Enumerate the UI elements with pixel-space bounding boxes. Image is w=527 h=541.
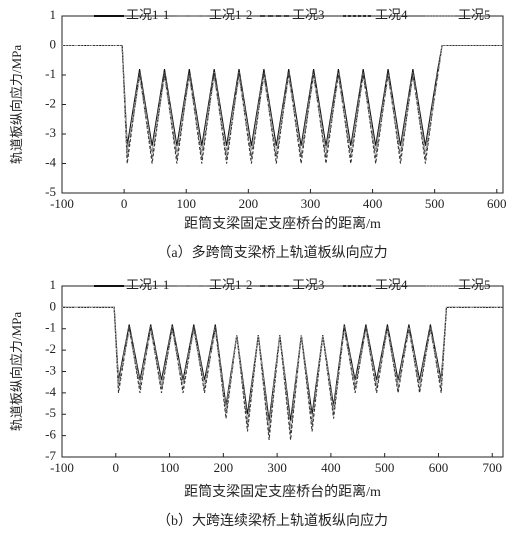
series-line (62, 44, 503, 152)
y-tick-label: -2 (45, 341, 56, 356)
legend-label: 工况1-2 (209, 7, 252, 22)
x-tick-label: 600 (429, 460, 449, 475)
x-tick-label: 500 (375, 460, 395, 475)
y-tick-label: -4 (45, 154, 56, 169)
caption: （b）大跨连续梁桥上轨道板纵向应力 (157, 512, 388, 529)
x-tick-label: 400 (321, 460, 341, 475)
y-tick-label: -5 (45, 184, 56, 199)
y-tick-label: -5 (45, 405, 56, 420)
series-line (62, 306, 503, 440)
x-tick-label: 0 (121, 196, 128, 211)
y-tick-label: -6 (45, 427, 56, 442)
y-tick-label: 0 (50, 36, 57, 51)
plot-frame (61, 285, 504, 458)
y-tick-label: 1 (50, 7, 57, 22)
legend-label: 工况1-1 (126, 277, 169, 292)
x-tick-label: 600 (487, 196, 507, 211)
series-line (62, 306, 503, 434)
y-tick-label: -2 (45, 95, 56, 110)
y-tick-label: -3 (45, 362, 56, 377)
y-axis-label: 轨道板纵向应力/MPa (9, 312, 24, 431)
legend-label: 工况5 (458, 277, 491, 292)
series-group (62, 44, 503, 164)
legend-label: 工况3 (292, 7, 325, 22)
x-tick-label: 300 (301, 196, 321, 211)
x-tick-label: 100 (176, 196, 196, 211)
x-axis-label: 距筒支梁固定支座桥台的距离/m (184, 215, 381, 232)
series-line (62, 44, 503, 155)
y-tick-label: -3 (45, 125, 56, 140)
legend-label: 工况5 (458, 7, 491, 22)
series-group (62, 306, 503, 440)
x-axis-label: 距筒支梁固定支座桥台的距离/m (184, 483, 381, 500)
x-tick-label: 400 (363, 196, 383, 211)
series-line (62, 44, 503, 146)
x-tick-label: 200 (214, 460, 234, 475)
x-tick-label: 300 (267, 460, 287, 475)
y-tick-label: -7 (45, 448, 56, 463)
series-line (62, 44, 503, 164)
caption: （a）多跨筒支梁桥上轨道板纵向应力 (157, 244, 387, 261)
legend-label: 工况1-1 (126, 7, 169, 22)
x-tick-label: 200 (239, 196, 259, 211)
x-tick-label: -100 (50, 460, 74, 475)
y-axis-label: 轨道板纵向应力/MPa (9, 45, 24, 164)
x-tick-label: 500 (425, 196, 445, 211)
legend-label: 工况4 (375, 7, 408, 22)
x-tick-label: 0 (113, 460, 120, 475)
y-tick-label: -4 (45, 384, 56, 399)
y-tick-label: -1 (45, 66, 56, 81)
y-tick-label: 0 (50, 298, 57, 313)
y-tick-label: -1 (45, 320, 56, 335)
legend-label: 工况4 (375, 277, 408, 292)
series-line (62, 306, 503, 430)
y-tick-label: 1 (50, 277, 57, 292)
legend-label: 工况3 (292, 277, 325, 292)
x-tick-label: 700 (482, 460, 502, 475)
legend-label: 工况1-2 (209, 277, 252, 292)
x-tick-label: -100 (50, 196, 74, 211)
x-tick-label: 100 (160, 460, 180, 475)
